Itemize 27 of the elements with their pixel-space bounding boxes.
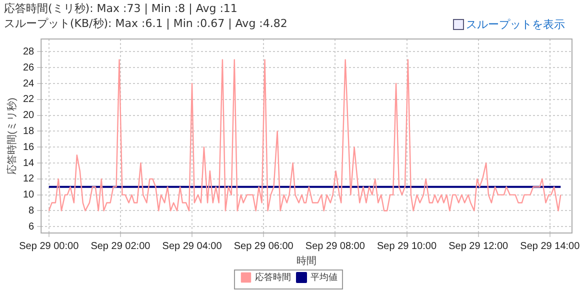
x-tick-label: Sep 29 14:00 [520,240,580,252]
chart-subtitle: スループット(KB/秒): Max :6.1 | Min :0.67 | Avg :4.82 [4,16,288,31]
y-tick-label: 10 [23,190,35,201]
y-tick-label: 24 [23,78,35,90]
x-tick-label: Sep 29 02:00 [90,240,151,252]
x-tick-label: Sep 29 10:00 [377,240,437,252]
y-axis-title: 応答時間(ミリ秒) [6,98,18,174]
x-tick-label: Sep 29 00:00 [19,240,80,252]
y-tick-label: 16 [23,142,35,153]
y-tick-label: 20 [23,110,35,122]
legend-label: 平均値 [310,272,338,283]
y-tick-label: 28 [23,46,35,58]
legend-label: 応答時間 [255,272,291,283]
x-tick-label: Sep 29 08:00 [305,240,366,252]
y-tick-label: 22 [23,94,35,106]
y-tick-label: 6 [28,221,35,232]
y-tick-label: 12 [23,174,35,185]
x-tick-label: Sep 29 04:00 [162,240,222,252]
y-tick-label: 26 [23,62,35,74]
y-tick-label: 14 [23,158,35,169]
chart-title: 応答時間(ミリ秒): Max :73 | Min :8 | Avg :11 [4,1,238,16]
y-tick-label: 8 [28,205,35,216]
x-axis-title: 時間 [296,254,317,267]
y-tick-label: 18 [23,126,35,137]
x-tick-label: Sep 29 06:00 [234,240,294,252]
x-tick-label: Sep 29 12:00 [448,240,509,252]
text: スループットを表示 [466,17,565,32]
